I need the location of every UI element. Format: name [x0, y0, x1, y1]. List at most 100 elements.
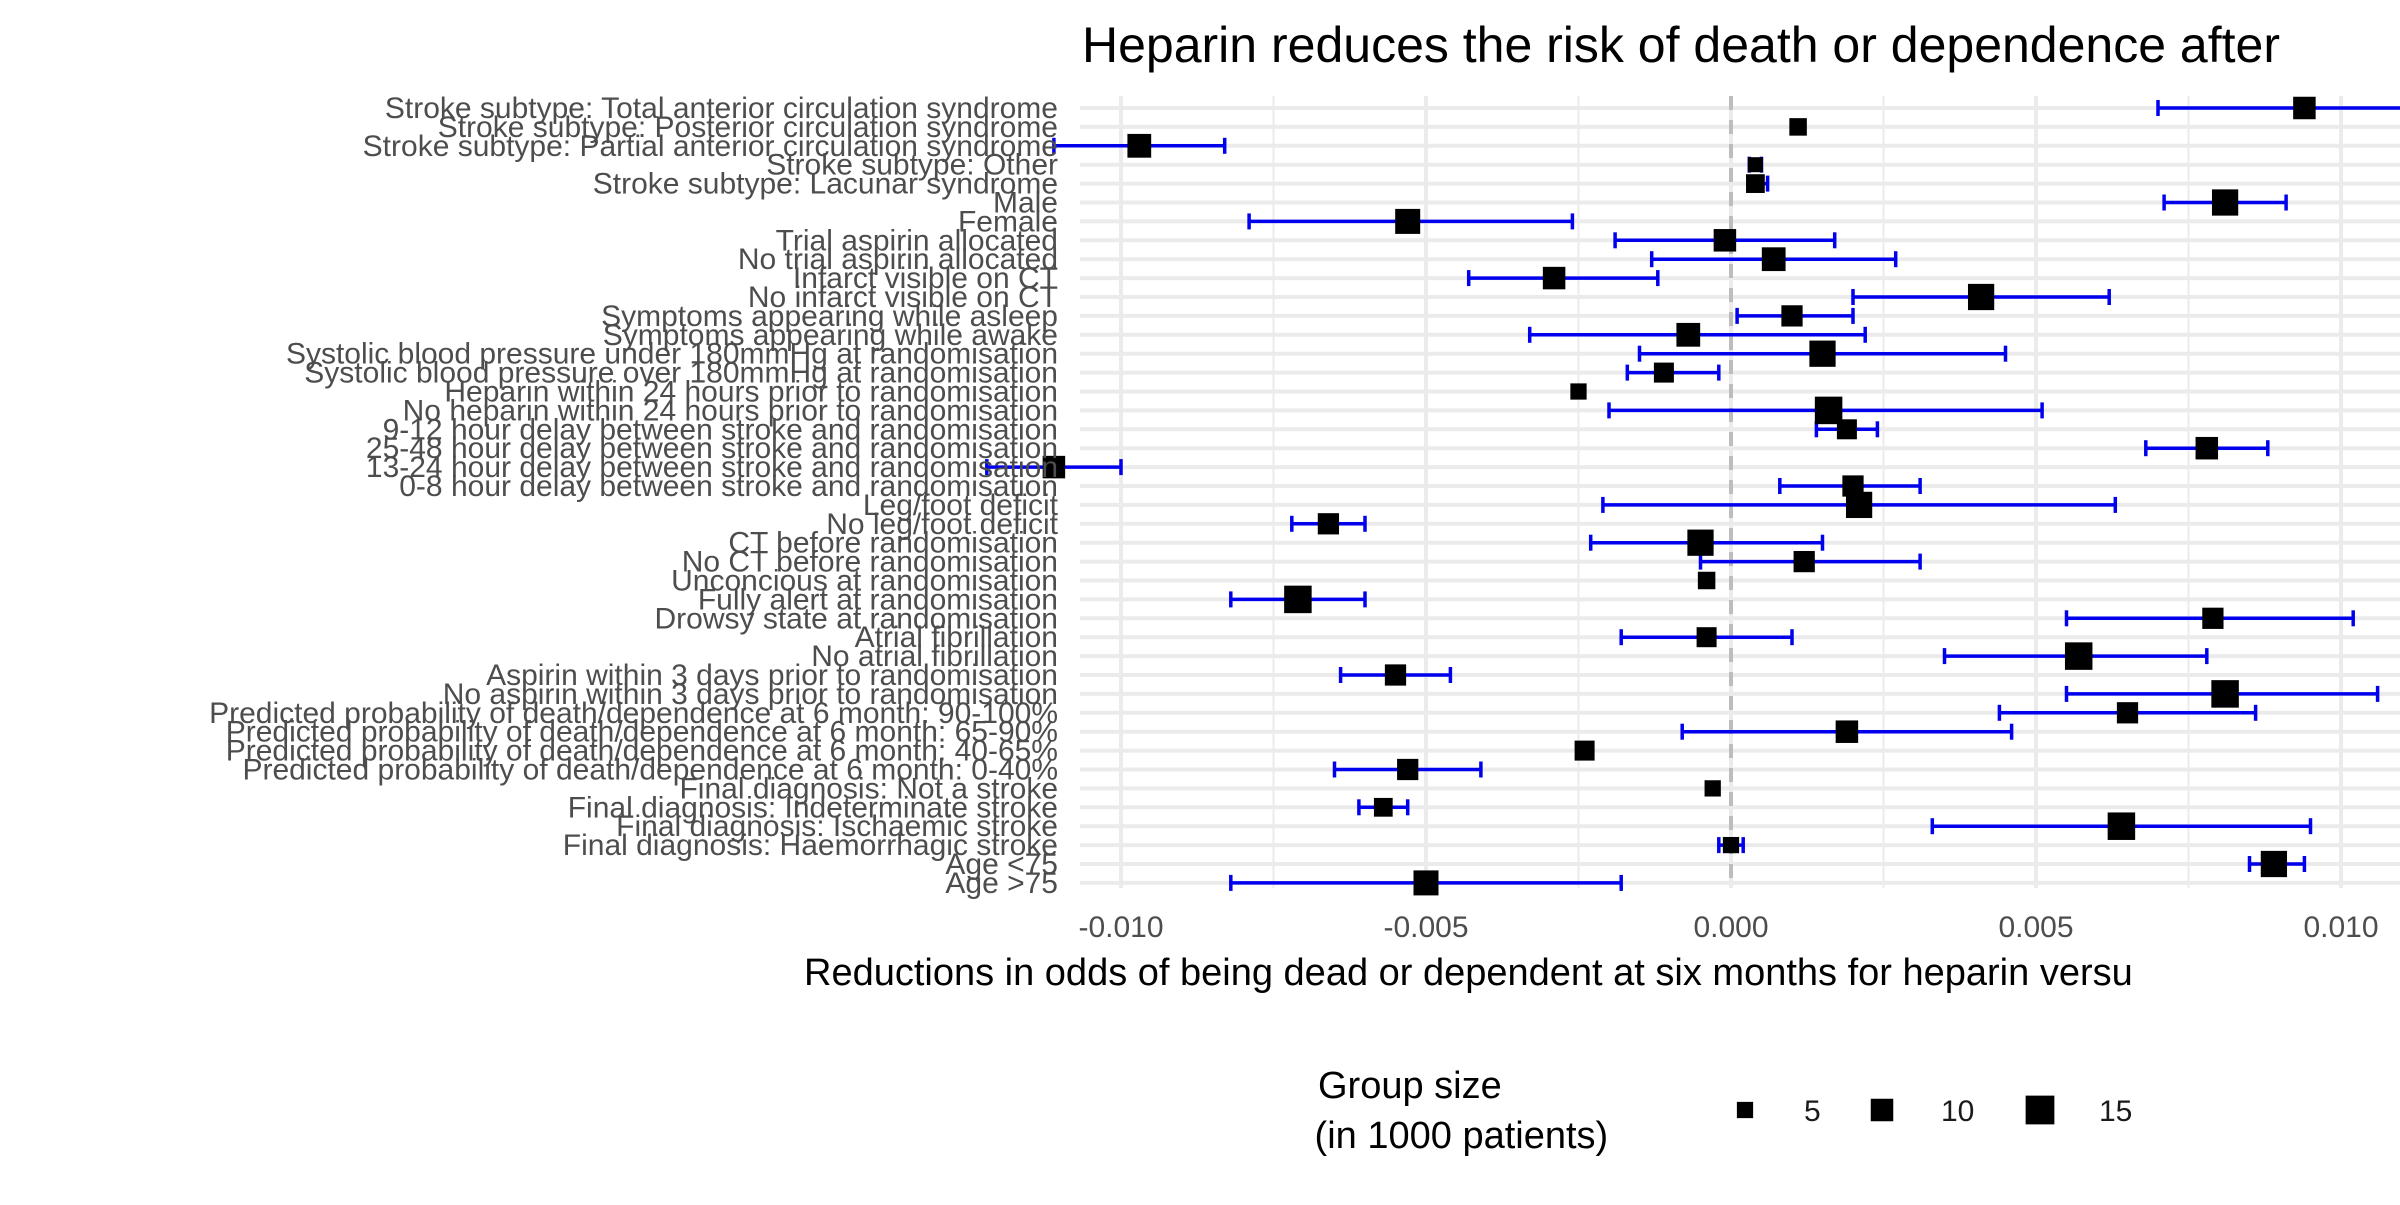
point-estimate: [2211, 680, 2239, 708]
category-label: Stroke subtype: Total anterior circulati…: [385, 92, 1058, 125]
category-label: 13-24 hour delay between stroke and rand…: [366, 451, 1058, 484]
x-tick-label: 0.005: [1998, 911, 2073, 944]
point-estimate: [1373, 797, 1393, 817]
category-label: Predicted probability of death/dependenc…: [209, 697, 1058, 730]
point-estimate: [2116, 702, 2139, 724]
category-label: No heparin within 24 hours prior to rand…: [403, 394, 1058, 427]
legend-label: 15: [2099, 1095, 2132, 1128]
point-estimate: [2107, 812, 2136, 840]
x-axis-label: Reductions in odds of being dead or depe…: [804, 952, 2133, 994]
legend-item: 10: [1870, 1095, 1974, 1128]
point-estimate: [1687, 529, 1714, 556]
point-estimate: [2211, 189, 2239, 216]
x-axis-tick-labels: -0.010 -0.005 0.000 0.005 0.010: [1078, 911, 2378, 944]
category-label: Leg/foot deficit: [863, 489, 1059, 522]
point-estimate: [2260, 850, 2288, 878]
point-estimate: [1967, 283, 1995, 311]
category-label: Symptoms appearing while asleep: [601, 300, 1058, 333]
category-label: Predicted probability of death/dependenc…: [226, 735, 1058, 768]
point-estimate: [2195, 436, 2219, 460]
point-estimate: [1842, 475, 1864, 497]
point-estimate: [1127, 133, 1152, 158]
minor-gridlines: [1272, 96, 2190, 888]
legend-item: 15: [2025, 1095, 2132, 1128]
category-label: Fully alert at randomisation: [698, 583, 1058, 616]
point-estimates: [1042, 96, 2316, 896]
point-estimate: [2064, 642, 2093, 670]
legend-items: 5 10 15: [1736, 1095, 2132, 1128]
legend-key: [1870, 1098, 1894, 1122]
legend: Group size (in 1000 patients) 5 10 15: [1304, 1065, 2132, 1157]
category-label: Predicted probability of death/dependenc…: [242, 754, 1058, 787]
legend-title-line-2: (in 1000 patients): [1304, 1115, 1608, 1157]
point-estimate: [1574, 740, 1595, 761]
point-estimate: [1704, 780, 1721, 797]
point-estimate: [1384, 664, 1407, 686]
point-estimate: [1042, 455, 1066, 479]
category-label: Trial aspirin allocated: [776, 224, 1058, 257]
point-estimate: [1570, 383, 1587, 400]
legend-title-line-1: Group size: [1318, 1065, 1502, 1107]
point-estimate: [1697, 571, 1716, 590]
category-label: Final diagnosis: Ischaemic stroke: [616, 810, 1058, 843]
point-estimate: [1317, 513, 1340, 535]
category-label: Drowsy state at randomisation: [654, 602, 1058, 635]
category-label: Stroke subtype: Posterior circulation sy…: [438, 111, 1058, 144]
category-label: No trial aspirin allocated: [738, 243, 1058, 276]
category-label: Predicted probability of death/dependenc…: [226, 716, 1058, 749]
point-estimate: [1413, 870, 1439, 896]
category-label: 0-8 hour delay between stroke and random…: [399, 470, 1058, 503]
point-estimate: [1696, 627, 1717, 648]
point-estimate: [1761, 247, 1786, 272]
category-label: Final diagnosis: Not a stroke: [679, 772, 1058, 805]
legend-key: [2025, 1095, 2055, 1125]
legend-label: 10: [1941, 1095, 1974, 1128]
point-estimate: [2293, 96, 2316, 120]
category-label: Atrial fibrillation: [855, 621, 1058, 654]
category-label: Stroke subtype: Partial anterior circula…: [363, 130, 1058, 163]
x-tick-label: -0.010: [1078, 911, 1163, 944]
category-label: Aspirin within 3 days prior to randomisa…: [486, 659, 1058, 692]
category-label: Symptoms appearing while awake: [603, 319, 1058, 352]
point-estimate: [1397, 758, 1419, 781]
category-label: Stroke subtype: Lacunar syndrome: [593, 168, 1058, 201]
point-estimate: [1395, 208, 1421, 234]
category-label: Infarct visible on CT: [793, 262, 1058, 295]
category-label: Age >75: [945, 867, 1058, 900]
category-label: No infarct visible on CT: [748, 281, 1058, 314]
point-estimate: [1845, 491, 1873, 519]
x-tick-label: 0.000: [1693, 911, 1768, 944]
category-label: Systolic blood pressure over 180mmHg at …: [304, 357, 1058, 390]
point-estimate: [1835, 720, 1859, 743]
legend-label: 5: [1804, 1095, 1821, 1128]
category-label: Stroke subtype: Other: [766, 149, 1058, 182]
category-label: Final diagnosis: Indeterminate stroke: [568, 791, 1058, 824]
chart-title: Heparin reduces the risk of death or dep…: [1082, 17, 2280, 73]
category-label: No atrial fibrillation: [811, 640, 1058, 673]
category-label: No CT before randomisation: [682, 546, 1058, 579]
point-estimate: [1836, 419, 1857, 440]
category-label: Female: [958, 205, 1058, 238]
point-estimate: [1781, 305, 1803, 327]
point-estimate: [1722, 836, 1740, 854]
category-labels: Stroke subtype: Total anterior circulati…: [209, 92, 1059, 900]
category-label: Systolic blood pressure under 180mmHg at…: [286, 338, 1058, 371]
category-label: Heparin within 24 hours prior to randomi…: [444, 376, 1058, 409]
category-label: Unconcious at randomisation: [671, 565, 1058, 598]
point-estimate: [1284, 585, 1312, 614]
point-estimate: [1713, 229, 1737, 252]
point-estimate: [1746, 174, 1765, 193]
legend-key: [1736, 1101, 1754, 1119]
category-label: CT before randomisation: [728, 527, 1058, 560]
point-estimate: [2202, 607, 2224, 629]
category-label: 9-12 hour delay between stroke and rando…: [383, 413, 1058, 446]
category-label: Final diagnosis: Haemorrhagic stroke: [563, 829, 1058, 862]
point-estimate: [1542, 266, 1566, 290]
plot-background: [1080, 96, 2400, 888]
x-tick-label: 0.010: [2303, 911, 2378, 944]
point-estimate: [1676, 322, 1701, 347]
category-label: No aspirin within 3 days prior to random…: [443, 678, 1058, 711]
point-estimate: [1747, 157, 1763, 173]
category-label: Male: [993, 187, 1058, 220]
